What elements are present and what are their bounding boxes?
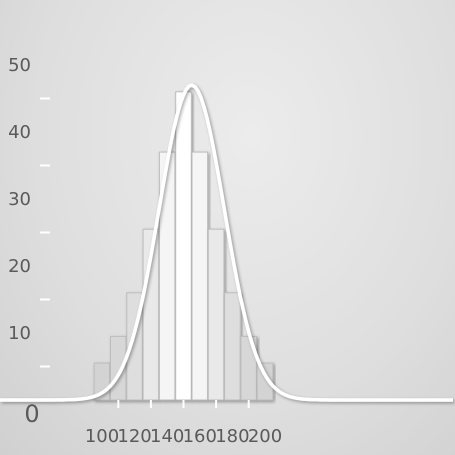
bar-150: [175, 91, 192, 401]
normal-curve: [0, 83, 453, 402]
bar-170: [207, 228, 225, 401]
bars-layer: [93, 91, 274, 401]
x-tick-label-180: 180: [215, 426, 249, 447]
x-tick-label-200: 200: [248, 426, 282, 447]
y-tick-label-10: 10: [8, 323, 31, 344]
curve-layer: [0, 83, 453, 402]
bar-180: [224, 292, 241, 401]
bar-160: [191, 151, 209, 401]
x-tick-label-160: 160: [183, 426, 217, 447]
y-tick-label-30: 30: [8, 189, 31, 210]
y-tick-label-50: 50: [8, 55, 31, 76]
y-tick-label-20: 20: [8, 256, 31, 277]
x-tick-label-140: 140: [150, 426, 184, 447]
origin-label: 0: [24, 400, 39, 428]
y-tick-label-40: 40: [8, 122, 31, 143]
x-tick-label-120: 120: [117, 426, 151, 447]
x-tick-label-100: 100: [85, 426, 119, 447]
bar-110: [110, 335, 127, 401]
